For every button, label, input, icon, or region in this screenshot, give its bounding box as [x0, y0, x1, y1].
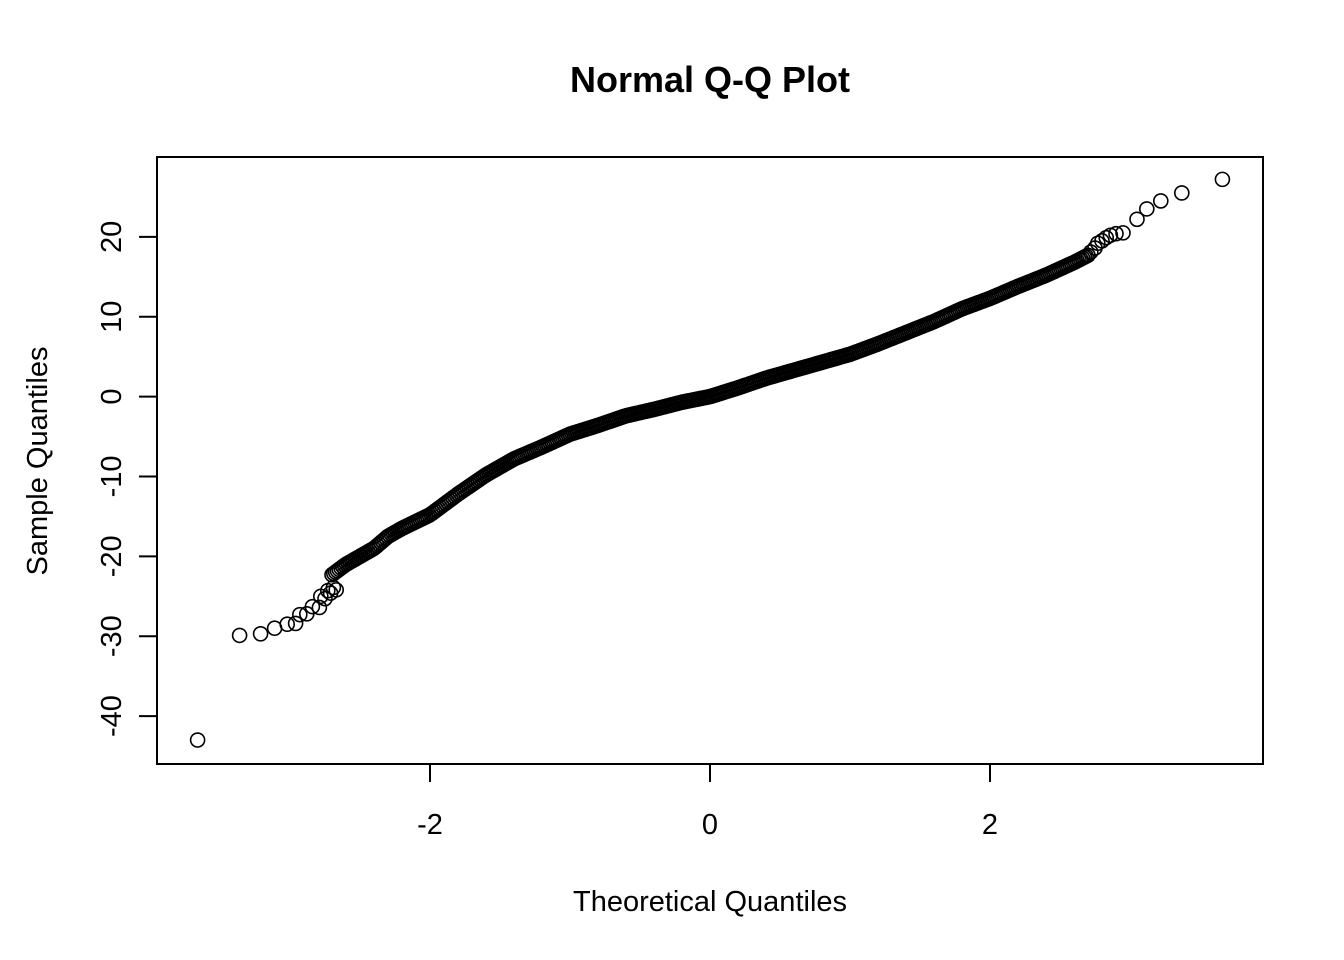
data-point — [317, 590, 333, 607]
y-tick-label: -10 — [96, 456, 128, 498]
data-point — [1108, 225, 1124, 242]
data-point — [252, 626, 269, 642]
x-axis: -2 0 2 — [417, 763, 998, 841]
x-tick-label: 0 — [702, 809, 718, 841]
data-point — [1094, 233, 1110, 249]
data-point — [189, 732, 206, 748]
data-point — [304, 598, 321, 615]
data-point — [1129, 211, 1145, 228]
y-tick-label: -30 — [96, 615, 128, 657]
data-point — [231, 627, 248, 644]
data-point — [1115, 225, 1131, 241]
data-point — [1214, 171, 1231, 188]
data-point — [1174, 185, 1190, 201]
y-tick-label: -40 — [96, 695, 128, 737]
data-point — [291, 606, 308, 623]
chart-title: Normal Q-Q Plot — [570, 59, 850, 100]
y-axis-label: Sample Quantiles — [22, 347, 54, 576]
data-points — [189, 171, 1231, 748]
y-tick-label: 10 — [96, 301, 128, 333]
data-point — [287, 615, 304, 632]
data-point — [1139, 201, 1155, 217]
y-axis: -40 -30 -20 -10 0 10 20 — [96, 221, 158, 737]
y-tick-label: 20 — [96, 221, 128, 253]
data-point — [279, 616, 296, 633]
data-point — [1153, 193, 1169, 209]
data-point — [325, 579, 342, 596]
data-point — [328, 582, 345, 598]
y-tick-label: 0 — [96, 389, 128, 405]
data-point — [311, 599, 328, 616]
x-tick-label: -2 — [417, 809, 443, 841]
x-axis-label: Theoretical Quantiles — [573, 886, 847, 918]
x-tick-label: 2 — [982, 809, 998, 841]
y-tick-label: -20 — [96, 535, 128, 577]
